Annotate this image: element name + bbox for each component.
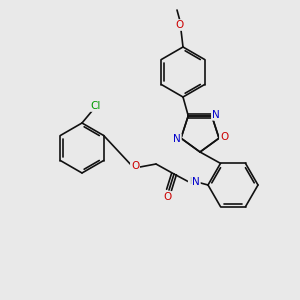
Text: O: O: [164, 192, 172, 202]
Text: N: N: [212, 110, 220, 120]
Text: N: N: [192, 177, 200, 187]
Text: H: H: [189, 176, 195, 185]
Text: O: O: [131, 161, 139, 171]
Text: N: N: [173, 134, 181, 144]
Text: Cl: Cl: [91, 101, 101, 111]
Text: O: O: [176, 20, 184, 30]
Text: O: O: [220, 132, 228, 142]
